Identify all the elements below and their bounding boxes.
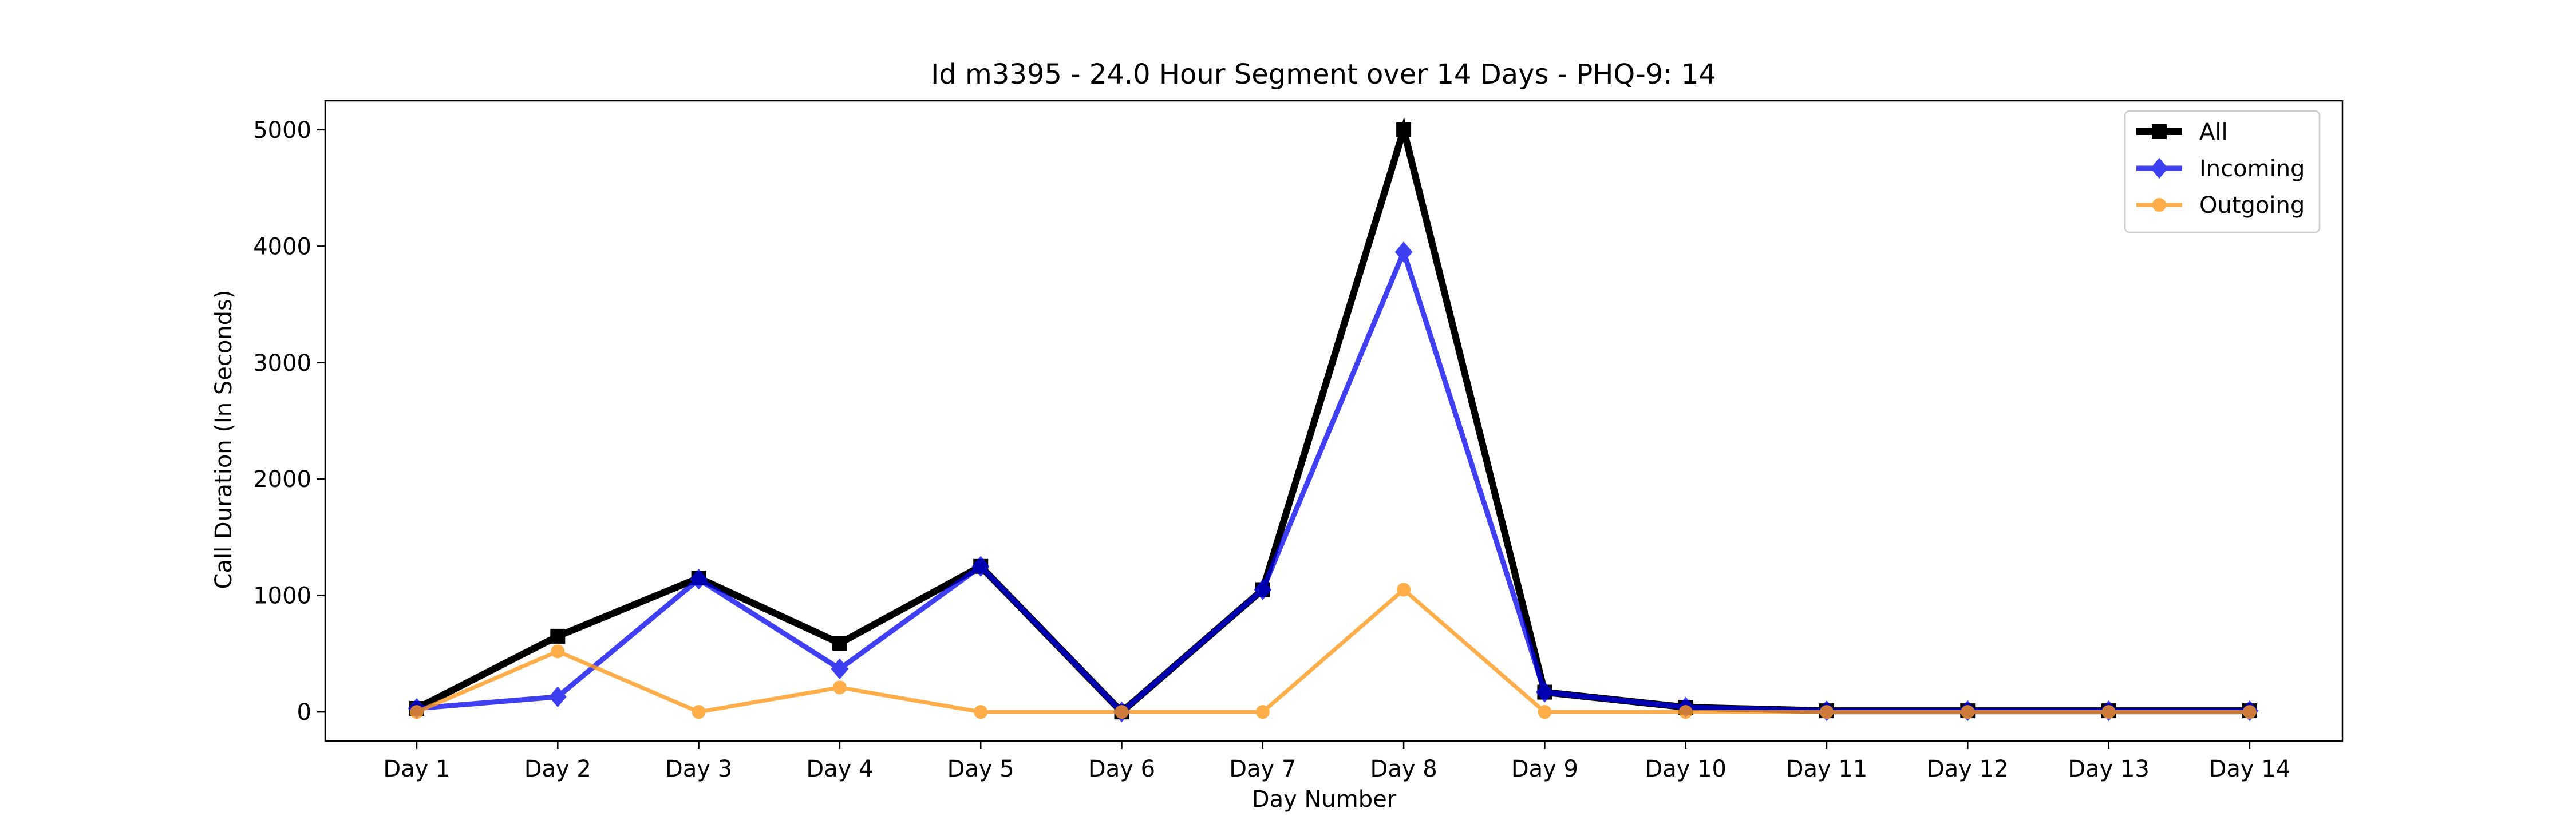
data-point-outgoing bbox=[2101, 705, 2116, 719]
data-point-incoming bbox=[1254, 579, 1272, 600]
data-point-outgoing bbox=[974, 705, 988, 719]
data-point-all bbox=[1396, 122, 1412, 137]
data-point-outgoing bbox=[1255, 705, 1270, 719]
x-tick-label: Day 4 bbox=[806, 756, 873, 782]
legend-marker bbox=[2152, 124, 2167, 139]
series-line-outgoing bbox=[416, 587, 2250, 714]
data-point-outgoing bbox=[692, 705, 706, 719]
series-outgoing bbox=[410, 583, 2257, 719]
legend-marker bbox=[2152, 198, 2166, 212]
series-layer bbox=[408, 117, 2259, 723]
x-tick-label: Day 11 bbox=[1786, 756, 1868, 782]
chart-title: Id m3395 - 24.0 Hour Segment over 14 Day… bbox=[931, 58, 1716, 90]
data-point-outgoing bbox=[1961, 705, 1975, 719]
data-point-outgoing bbox=[410, 705, 424, 719]
data-point-incoming bbox=[831, 658, 849, 680]
y-axis-label: Call Duration (In Seconds) bbox=[211, 290, 237, 589]
x-axis-label: Day Number bbox=[1252, 786, 1397, 813]
legend-label: Incoming bbox=[2199, 156, 2305, 182]
y-tick-label: 3000 bbox=[253, 350, 311, 377]
legend-item-all bbox=[2136, 124, 2182, 139]
data-point-incoming bbox=[971, 556, 990, 577]
x-tick-label: Day 5 bbox=[947, 756, 1014, 782]
data-point-incoming bbox=[690, 568, 708, 590]
legend-box bbox=[2124, 110, 2321, 233]
x-tick-label: Day 13 bbox=[2068, 756, 2150, 782]
data-point-outgoing bbox=[1538, 705, 1552, 719]
data-point-outgoing bbox=[2242, 705, 2257, 719]
x-tick-label: Day 2 bbox=[524, 756, 591, 782]
legend-marker bbox=[2150, 157, 2168, 179]
legend-label: All bbox=[2199, 119, 2228, 145]
data-point-outgoing bbox=[832, 680, 847, 695]
data-point-incoming bbox=[1394, 241, 1413, 263]
y-tick-label: 5000 bbox=[253, 117, 311, 144]
data-point-incoming bbox=[1536, 682, 1554, 703]
legend-label: Outgoing bbox=[2199, 192, 2305, 219]
data-point-outgoing bbox=[1678, 705, 1693, 719]
y-tick-label: 1000 bbox=[253, 583, 311, 609]
y-axis-ticks: 0 1000 2000 3000 4000 5000 bbox=[253, 117, 325, 726]
y-tick-label: 4000 bbox=[253, 233, 311, 260]
x-tick-label: Day 9 bbox=[1511, 756, 1578, 782]
data-point-all bbox=[550, 628, 566, 644]
data-point-outgoing bbox=[1115, 705, 1129, 719]
data-point-incoming bbox=[548, 686, 567, 707]
legend: All Incoming Outgoing bbox=[2124, 110, 2321, 233]
x-tick-label: Day 7 bbox=[1229, 756, 1296, 782]
data-point-outgoing bbox=[551, 644, 565, 659]
data-point-outgoing bbox=[1820, 705, 1834, 719]
y-tick-label: 2000 bbox=[253, 466, 311, 493]
data-point-outgoing bbox=[1397, 583, 1411, 597]
x-tick-label: Day 12 bbox=[1927, 756, 2009, 782]
x-axis-ticks: Day 1 Day 2 Day 3 Day 4 Day 5 Day 6 Day 7 Day 8… bbox=[383, 741, 2290, 782]
x-tick-label: Day 14 bbox=[2209, 756, 2291, 782]
x-tick-label: Day 10 bbox=[1645, 756, 1726, 782]
x-tick-label: Day 3 bbox=[665, 756, 732, 782]
plot-frame bbox=[324, 100, 2344, 742]
x-tick-label: Day 6 bbox=[1088, 756, 1155, 782]
legend-item-outgoing bbox=[2136, 198, 2182, 212]
x-tick-label: Day 8 bbox=[1370, 756, 1437, 782]
x-tick-label: Day 1 bbox=[383, 756, 450, 782]
y-tick-label: 0 bbox=[297, 699, 311, 726]
data-point-all bbox=[832, 636, 847, 651]
legend-item-incoming bbox=[2136, 157, 2182, 179]
